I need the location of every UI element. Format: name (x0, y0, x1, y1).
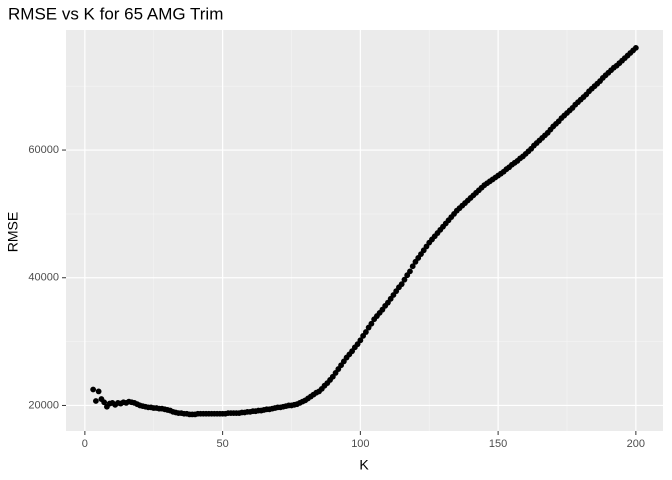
y-tick-label: 20000 (28, 399, 59, 411)
point (95, 388, 102, 395)
point (409, 263, 416, 270)
point (92, 398, 99, 404)
point (401, 276, 408, 283)
point (632, 44, 639, 51)
point (357, 337, 364, 344)
panel (66, 30, 663, 431)
y-tick-label: 40000 (28, 272, 59, 284)
x-axis-title: K (359, 457, 369, 473)
x-tick-label: 200 (627, 438, 645, 450)
chart-title: RMSE vs K for 65 AMG Trim (8, 4, 223, 23)
x-tick-label: 150 (489, 438, 507, 450)
x-tick-label: 0 (82, 438, 88, 450)
x-tick-label: 100 (351, 438, 369, 450)
point (407, 268, 413, 275)
y-axis-title: RMSE (5, 212, 21, 252)
point (90, 386, 97, 393)
y-tick-label: 60000 (28, 144, 59, 156)
point (362, 329, 369, 335)
point (101, 399, 108, 406)
point (398, 281, 405, 288)
x-tick-label: 50 (216, 438, 228, 450)
point (368, 320, 375, 327)
